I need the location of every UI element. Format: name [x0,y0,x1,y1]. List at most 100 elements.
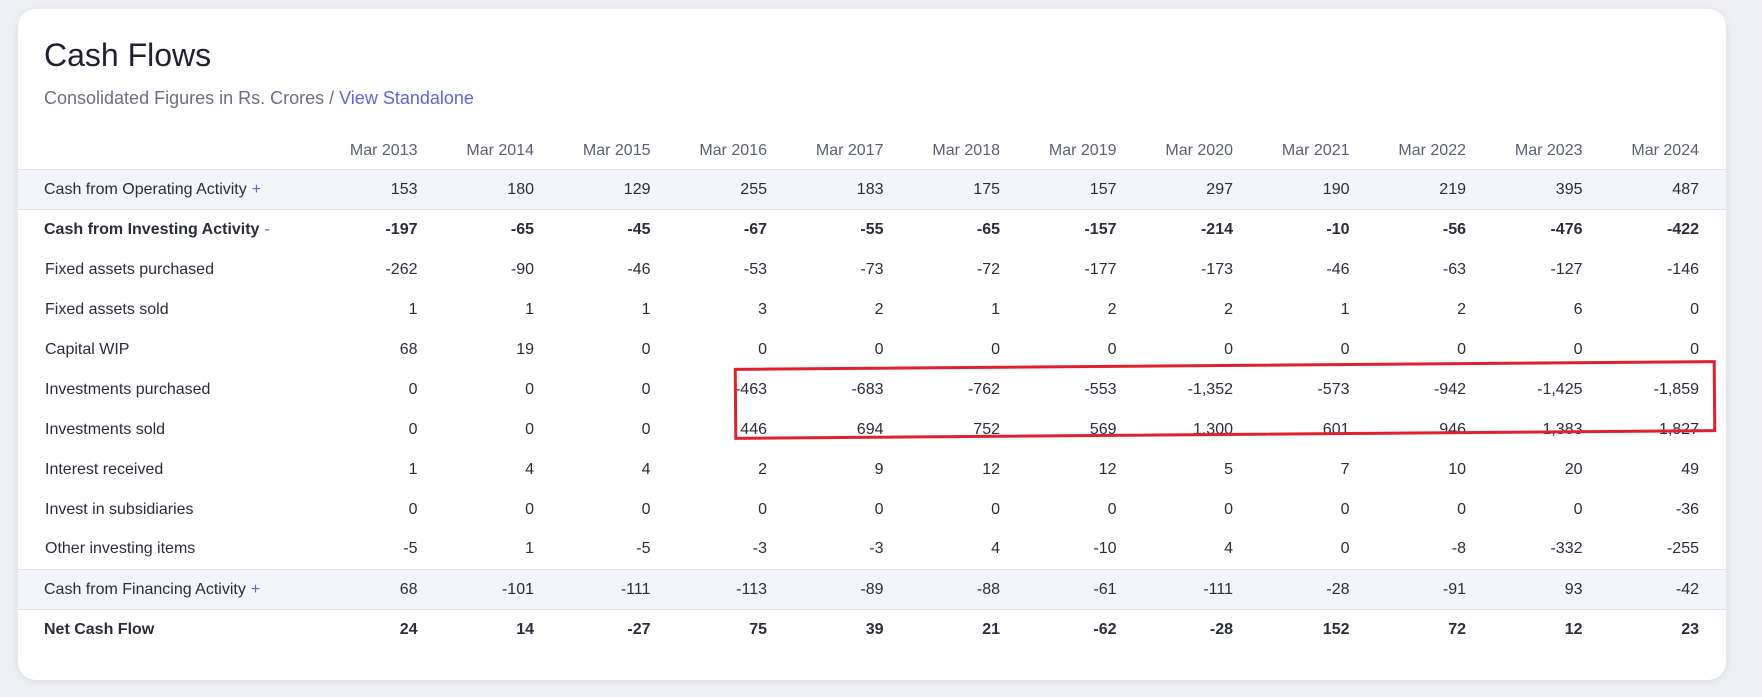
table-cell: 0 [1224,340,1233,358]
table-cell: 0 [525,500,534,518]
table-cell: 946 [1439,420,1466,438]
table-cell: 0 [525,380,534,398]
table-cell: -53 [743,260,767,278]
table-cell: 19 [516,340,534,358]
table-cell: 1 [641,300,651,318]
table-row: Investments sold 0 0 0 446 694 752 569 1,300 601 9… [18,410,1726,450]
table-cell: 1 [408,300,418,318]
table-cell: -46 [1326,260,1350,278]
table-cell: 569 [1089,420,1117,438]
table-cell: -27 [627,620,651,638]
table-cell: 12 [1564,620,1583,638]
year-header: Mar 2019 [1048,141,1117,159]
year-header: Mar 2022 [1398,141,1466,159]
table-cell: 297 [1143,169,1260,210]
table-cell: 0 [1573,500,1583,518]
row-label: Investments purchased [18,370,328,410]
cash-flows-card: Cash Flows Consolidated Figures in Rs. C… [18,9,1726,680]
table-cell: -255 [1666,540,1699,558]
table-cell: 0 [641,380,651,398]
table-cell: 0 [1340,340,1350,358]
table-cell: 21 [982,620,1000,638]
table-cell: 72 [1448,620,1466,638]
table-cell: 93 [1493,569,1610,610]
row-label-text: Investments purchased [45,380,211,398]
table-cell: 1 [525,300,534,318]
subtitle-text: Consolidated Figures in Rs. Crores / [44,88,340,108]
table-cell: 1 [525,540,534,558]
table-cell: -67 [743,220,767,238]
table-cell: 0 [991,500,1000,518]
table-cell: -46 [627,260,651,278]
table-cell: 752 [973,420,1000,438]
table-cell: -173 [1200,260,1233,278]
row-label: Cash from Financing Activity + [18,569,328,610]
table-cell: 75 [749,620,767,638]
year-header: Mar 2021 [1281,141,1350,159]
table-cell: -65 [510,220,534,238]
table-cell: 24 [399,620,418,638]
table-row[interactable]: Cash from Financing Activity +68 -101 -111-… [18,569,1726,610]
table-cell: -683 [851,380,884,398]
table-cell: 1,827 [1658,420,1699,438]
table-cell: 0 [874,340,884,358]
table-row[interactable]: Cash from Investing Activity - -197 -65 -45 -… [18,210,1726,250]
table-cell: 1 [991,300,1000,318]
row-label: Cash from Investing Activity - [18,210,328,250]
table-cell: -1,425 [1537,380,1583,398]
year-header: Mar 2020 [1165,141,1233,159]
row-label: Investments sold [18,410,328,450]
table-cell: 0 [641,420,651,438]
table-cell: -88 [910,569,1027,610]
table-row: Invest in subsidiaries 0 0 0 0 0 0 0 0 0 0 0 -36 [18,490,1726,530]
row-label-text: Interest received [45,460,164,478]
table-row: Interest received 1 4 4 2 9 12 12 5 7 10 20 49 [18,450,1726,490]
table-cell: -56 [1442,220,1466,238]
row-label: Other investing items [18,530,328,570]
table-cell: -262 [385,260,418,278]
table-cell: 0 [641,500,651,518]
table-cell: -36 [1675,500,1699,518]
table-cell: 4 [525,460,534,478]
table-cell: -42 [1609,569,1726,610]
cash-flow-table: Mar 2013 Mar 2014 Mar 2015 Mar 2016 Mar 2017… [18,132,1726,650]
table-cell: -332 [1550,540,1583,558]
table-row: Fixed assets sold 1 1 1 3 2 1 2 2 1 2 6 0 [18,290,1726,330]
table-cell: -3 [752,540,767,558]
table-cell: -553 [1084,380,1117,398]
table-cell: -3 [869,540,884,558]
table-cell: -90 [510,260,534,278]
view-standalone-link[interactable]: View Standalone [339,88,474,108]
table-row[interactable]: Cash from Operating Activity +153 180 129 25… [18,169,1726,210]
table-cell: -8 [1451,540,1466,558]
table-cell: -111 [1143,569,1260,610]
table-cell: 0 [991,340,1000,358]
year-header: Mar 2018 [932,141,1000,159]
table-cell: -5 [636,540,651,558]
table-cell: 0 [1107,500,1117,518]
table-cell: -113 [677,569,794,610]
table-cell: -177 [1084,260,1117,278]
table-cell: -1,859 [1653,380,1699,398]
row-label: Fixed assets purchased [18,250,328,290]
table-row: Other investing items -5 1 -5 -3 -3 4 -10 4 0 -8 -3… [18,530,1726,570]
row-label: Fixed assets sold [18,290,328,330]
table-cell: 1,383 [1542,420,1583,438]
table-cell: 6 [1573,300,1583,318]
collapse-toggle[interactable]: - [264,220,270,238]
table-cell: 68 [399,340,418,358]
expand-toggle[interactable]: + [250,580,261,598]
table-cell: -101 [444,569,561,610]
year-header: Mar 2016 [699,141,767,159]
table-cell: -942 [1433,380,1466,398]
expand-toggle[interactable]: + [251,180,262,198]
table-cell: -28 [1209,620,1233,638]
row-label: Capital WIP [18,330,328,370]
table-cell: 0 [1340,540,1350,558]
table-cell: 4 [1224,540,1233,558]
table-cell: -89 [794,569,911,610]
table-cell: 3 [758,300,767,318]
table-cell: -28 [1260,569,1377,610]
table-cell: 219 [1376,169,1493,210]
table-cell: -197 [385,220,418,238]
